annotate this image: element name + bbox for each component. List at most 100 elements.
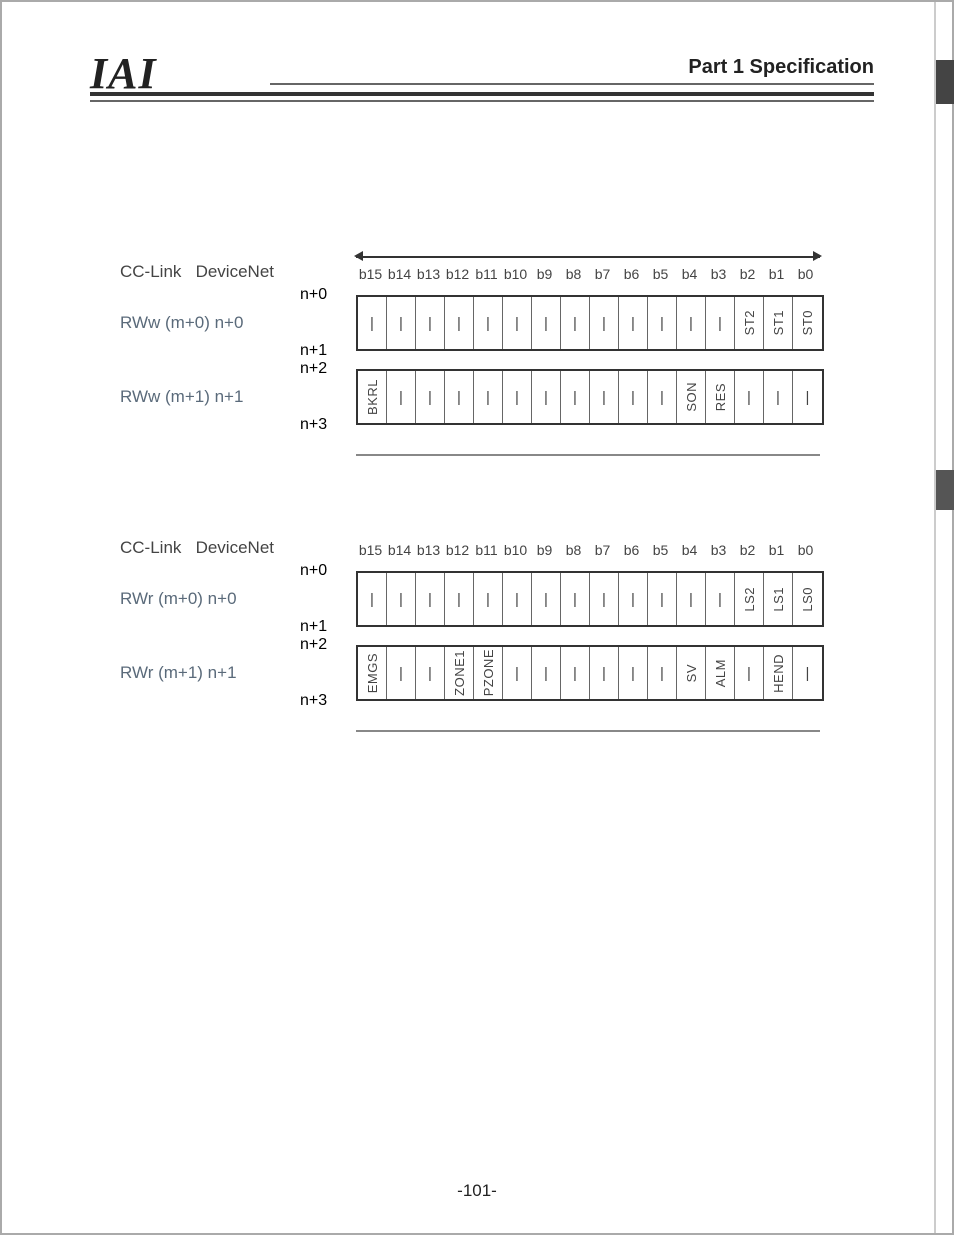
bit-cell: | xyxy=(445,573,474,625)
register-row: RWw (m+0) n+0n+0n+1|||||||||||||ST2ST1ST… xyxy=(120,286,844,360)
bit-header: b10 xyxy=(501,542,530,558)
rule xyxy=(356,730,820,732)
bit-cell: | xyxy=(793,371,822,423)
bit-cell: ST0 xyxy=(793,297,822,349)
bit-cell: | xyxy=(619,371,648,423)
bit-cell: | xyxy=(387,573,416,625)
bit-header: b14 xyxy=(385,542,414,558)
bit-header: b5 xyxy=(646,266,675,282)
address-stack: n+0n+1 xyxy=(300,286,356,360)
bit-cells: BKRL||||||||||SONRES||| xyxy=(356,369,824,425)
bit-cell: | xyxy=(677,573,706,625)
address: n+2 xyxy=(300,636,356,654)
bit-header: b5 xyxy=(646,542,675,558)
bit-header: b14 xyxy=(385,266,414,282)
bit-label: ALM xyxy=(713,659,728,687)
label: CC-Link xyxy=(120,262,181,281)
bit-label: SV xyxy=(684,664,699,682)
bit-header: b11 xyxy=(472,266,501,282)
bit-cell: | xyxy=(358,573,387,625)
margin-tab-2 xyxy=(936,470,954,510)
bit-cell: | xyxy=(503,647,532,699)
bit-header: b7 xyxy=(588,542,617,558)
rule xyxy=(90,92,874,96)
rule xyxy=(90,100,874,102)
bit-cell: | xyxy=(706,297,735,349)
bit-cell: | xyxy=(474,371,503,423)
bit-header: b13 xyxy=(414,542,443,558)
bit-cell: ALM xyxy=(706,647,735,699)
bit-cell: | xyxy=(474,297,503,349)
left-label-wrap: RWr (m+1) n+1 xyxy=(120,636,300,710)
bit-header: b0 xyxy=(791,542,820,558)
bit-cell: | xyxy=(764,371,793,423)
page: IAI Part 1 Specification CC-Link DeviceN… xyxy=(0,0,954,1235)
bit-header: b12 xyxy=(443,266,472,282)
bit-cell: | xyxy=(619,647,648,699)
bit-cells: |||||||||||||LS2LS1LS0 xyxy=(356,571,824,627)
bit-cell: | xyxy=(416,297,445,349)
bit-cell: | xyxy=(677,297,706,349)
bit-label: ST0 xyxy=(800,310,815,335)
address: n+0 xyxy=(300,562,356,580)
bit-cell: | xyxy=(387,647,416,699)
bit-cell: | xyxy=(648,573,677,625)
register-name: RWr (m+1) n+1 xyxy=(120,663,300,683)
bit-label: RES xyxy=(713,383,728,411)
bit-header: b2 xyxy=(733,542,762,558)
bit-header: b6 xyxy=(617,542,646,558)
register-name: RWr (m+0) n+0 xyxy=(120,589,300,609)
bit-header: b3 xyxy=(704,542,733,558)
bit-cell: | xyxy=(387,297,416,349)
bit-cell: | xyxy=(474,573,503,625)
bit-cell: | xyxy=(387,371,416,423)
bit-header: b8 xyxy=(559,542,588,558)
bit-label: HEND xyxy=(771,654,786,693)
header: IAI Part 1 Specification xyxy=(90,48,874,108)
address-stack: n+2n+3 xyxy=(300,636,356,710)
bit-range-arrow xyxy=(356,250,820,262)
address-stack: n+2n+3 xyxy=(300,360,356,434)
bit-cell: | xyxy=(532,573,561,625)
bit-cell: | xyxy=(503,297,532,349)
left-label-wrap: RWw (m+1) n+1 xyxy=(120,360,300,434)
margin-tab-1 xyxy=(936,60,954,104)
bit-cell: | xyxy=(416,647,445,699)
bit-cell: | xyxy=(445,297,474,349)
bit-cell: | xyxy=(648,647,677,699)
register-row: RWr (m+0) n+0n+0n+1|||||||||||||LS2LS1LS… xyxy=(120,562,844,636)
left-label-wrap: RWw (m+0) n+0 xyxy=(120,286,300,360)
rule xyxy=(270,83,874,85)
bit-label: LS0 xyxy=(800,587,815,612)
bit-header: b4 xyxy=(675,542,704,558)
bit-cell: SV xyxy=(677,647,706,699)
bit-cell: | xyxy=(532,647,561,699)
bit-cell: LS2 xyxy=(735,573,764,625)
bit-cells: EMGS||ZONE1PZONE||||||SVALM|HEND| xyxy=(356,645,824,701)
bit-cell: | xyxy=(590,647,619,699)
bit-header: b12 xyxy=(443,542,472,558)
bit-header: b8 xyxy=(559,266,588,282)
bit-cell: SON xyxy=(677,371,706,423)
address: n+1 xyxy=(300,342,356,360)
row: RWw (m+1) n+1n+2n+3BKRL||||||||||SONRES|… xyxy=(120,360,844,434)
bit-cell: | xyxy=(590,573,619,625)
bit-cell: | xyxy=(445,371,474,423)
bit-cell: RES xyxy=(706,371,735,423)
bit-label: EMGS xyxy=(365,653,380,693)
bit-cell: ST2 xyxy=(735,297,764,349)
bit-cell: PZONE xyxy=(474,647,503,699)
bit-cell: | xyxy=(735,647,764,699)
bit-header-row: CC-Link DeviceNetb15b14b13b12b11b10b9b8b… xyxy=(120,538,844,558)
bit-cells: |||||||||||||ST2ST1ST0 xyxy=(356,295,824,351)
label: CC-Link xyxy=(120,538,181,557)
bit-label: LS1 xyxy=(771,587,786,612)
bit-cell: ZONE1 xyxy=(445,647,474,699)
register-name: RWw (m+1) n+1 xyxy=(120,387,300,407)
bit-header: b13 xyxy=(414,266,443,282)
bit-cell: | xyxy=(793,647,822,699)
bit-header: b3 xyxy=(704,266,733,282)
bit-header: b15 xyxy=(356,266,385,282)
bit-header: b1 xyxy=(762,266,791,282)
bit-header: b4 xyxy=(675,266,704,282)
